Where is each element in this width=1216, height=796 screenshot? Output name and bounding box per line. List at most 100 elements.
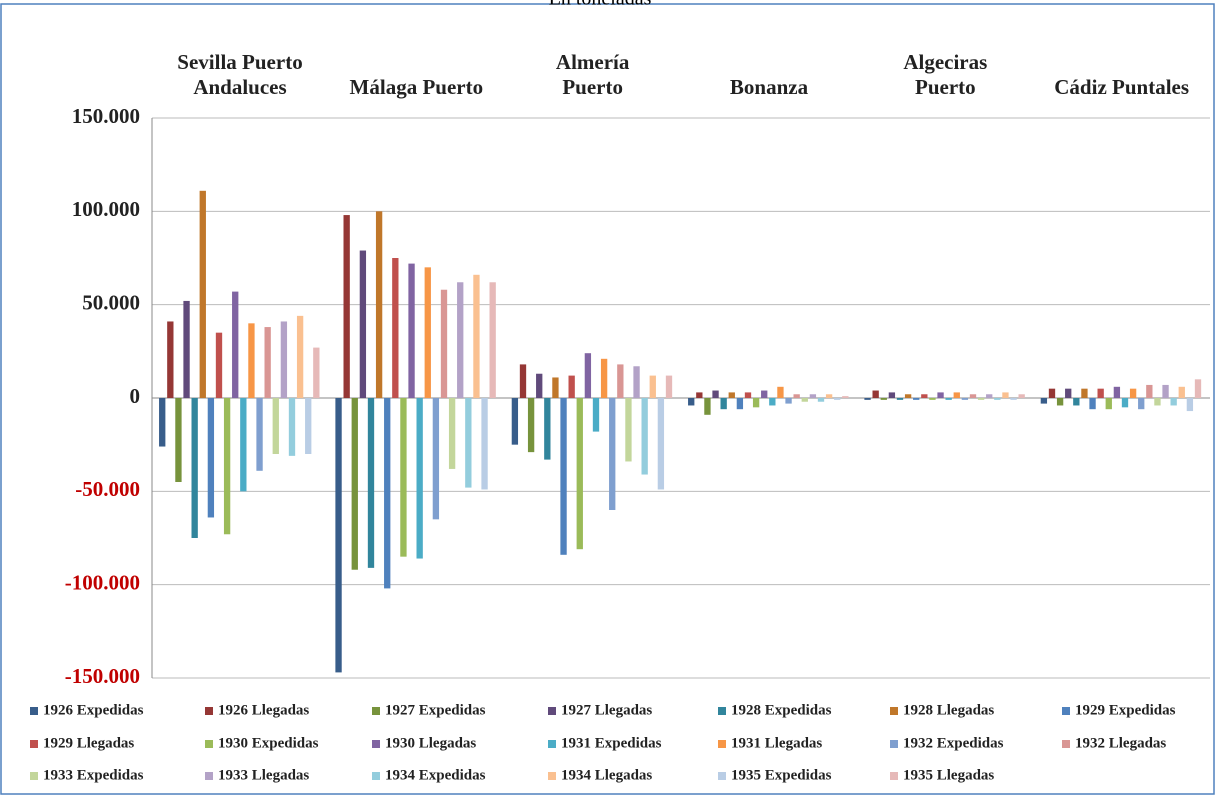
legend-label: 1935 Expedidas [731, 767, 832, 783]
bar [600, 358, 608, 398]
bar [1146, 384, 1153, 398]
bar [408, 263, 415, 398]
bar [519, 364, 527, 398]
bar [665, 375, 673, 398]
bar [448, 398, 456, 469]
legend-label: 1929 Llegadas [43, 735, 134, 751]
bar [400, 398, 407, 557]
bar [440, 289, 448, 398]
bar [641, 398, 648, 475]
bar [1048, 388, 1056, 398]
legend-label: 1928 Expedidas [731, 702, 832, 718]
legend-swatch [30, 772, 38, 780]
bar [416, 398, 423, 559]
category-label: Cádiz Puntales [1054, 75, 1190, 99]
bar [1121, 398, 1129, 408]
y-tick-label: -150.000 [65, 664, 140, 688]
y-tick-label: 100.000 [72, 197, 140, 221]
bar [527, 398, 535, 453]
bar [511, 398, 519, 445]
legend-swatch [548, 740, 556, 748]
legend-swatch [205, 772, 213, 780]
bar [351, 398, 358, 570]
bar [191, 398, 198, 538]
bar [801, 398, 808, 402]
legend-swatch [205, 740, 213, 748]
bar [793, 394, 800, 398]
bar [761, 390, 768, 398]
bar [335, 398, 342, 673]
bar [649, 375, 656, 398]
legend-swatch [890, 740, 898, 748]
bar [961, 398, 969, 400]
legend-label: 1929 Expedidas [1075, 702, 1176, 718]
bar [305, 398, 312, 454]
bar [825, 394, 833, 398]
bar [1186, 398, 1194, 412]
legend-swatch [372, 772, 380, 780]
legend-label: 1931 Llegadas [731, 735, 822, 751]
bar [929, 398, 936, 400]
bar [296, 315, 304, 398]
bar [1089, 398, 1096, 410]
bar [937, 392, 944, 398]
bar [1113, 386, 1121, 398]
bar [986, 394, 993, 398]
legend-swatch [718, 707, 726, 715]
bar [1097, 388, 1104, 398]
bar [432, 398, 440, 520]
bar [1081, 388, 1088, 398]
bar [536, 373, 543, 398]
bar [392, 258, 399, 398]
bar [159, 398, 166, 447]
bar [864, 398, 871, 400]
bar [704, 398, 711, 415]
bar [367, 398, 375, 568]
legend-label: 1927 Expedidas [385, 702, 486, 718]
bar [264, 327, 271, 398]
bar [945, 398, 952, 400]
bar [481, 398, 488, 490]
bar [183, 300, 190, 398]
legend-swatch [205, 707, 213, 715]
legend-label: 1930 Llegadas [385, 735, 476, 751]
bar [617, 364, 624, 398]
bar [752, 398, 760, 408]
bar [1154, 398, 1161, 406]
bar [489, 282, 496, 398]
bar [313, 347, 320, 398]
frame [0, 3, 1215, 795]
bar [888, 392, 896, 398]
bar [609, 398, 616, 510]
bar [994, 398, 1001, 400]
bar [880, 398, 887, 400]
bar [375, 211, 383, 398]
y-tick-label: 0 [130, 384, 141, 408]
bar [175, 398, 182, 482]
bar [904, 394, 912, 398]
bar [384, 398, 391, 589]
legend-swatch [30, 707, 38, 715]
bar [248, 323, 255, 398]
bar [199, 190, 206, 398]
legend-label: 1930 Expedidas [218, 735, 319, 751]
bar [712, 390, 719, 398]
bar [769, 398, 776, 406]
y-tick-label: 150.000 [72, 104, 140, 128]
bar [720, 398, 727, 410]
bar [1002, 392, 1009, 398]
bar [424, 267, 431, 398]
y-tick-label: -50.000 [75, 477, 140, 501]
legend-label: 1927 Llegadas [561, 702, 652, 718]
bar [1040, 398, 1048, 404]
bar [256, 398, 263, 471]
bar [465, 398, 472, 488]
legend-swatch [1062, 707, 1070, 715]
bar [1170, 398, 1177, 406]
legend-label: 1932 Llegadas [1075, 735, 1166, 751]
bar [872, 390, 879, 398]
bar [809, 394, 817, 398]
bar [1178, 386, 1185, 398]
legend-label: 1935 Llegadas [903, 767, 994, 783]
bar [1018, 394, 1025, 398]
